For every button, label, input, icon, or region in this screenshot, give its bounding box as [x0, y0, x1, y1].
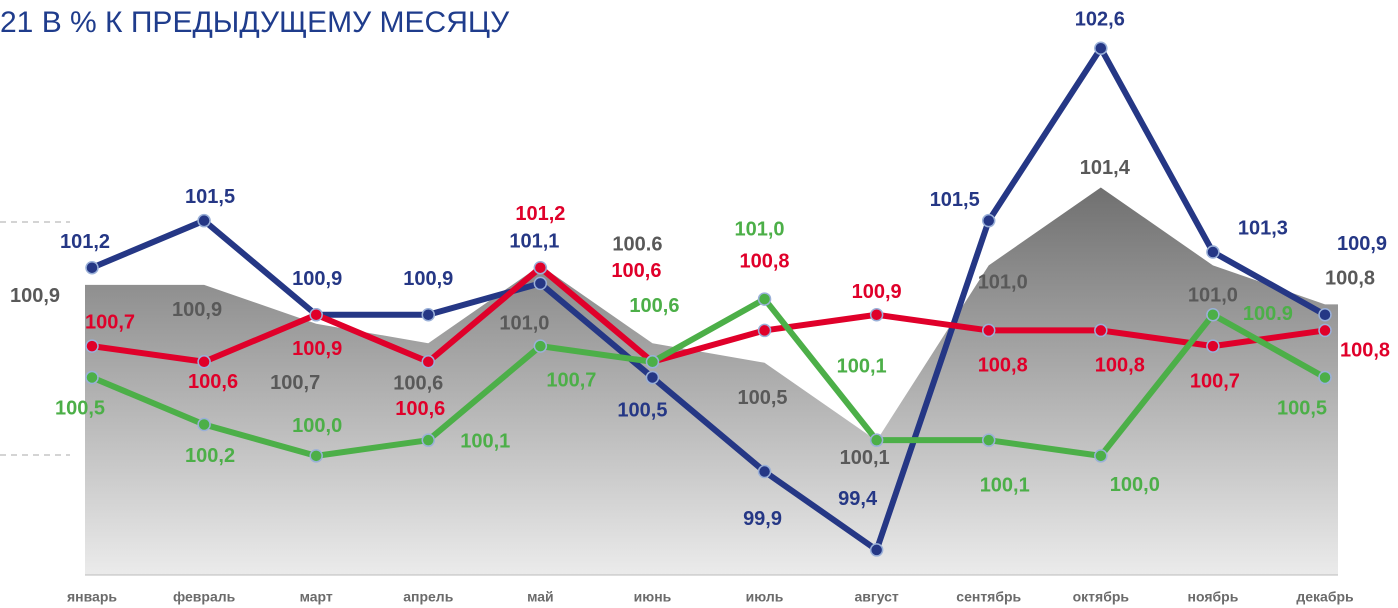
value-label: 100,9 — [852, 281, 902, 303]
value-label: 101,5 — [930, 189, 980, 211]
marker — [86, 371, 98, 383]
marker — [871, 434, 883, 446]
value-label: 100,8 — [1340, 340, 1390, 362]
marker — [198, 215, 210, 227]
marker — [983, 434, 995, 446]
marker — [1319, 309, 1331, 321]
marker — [534, 262, 546, 274]
value-label: 100,0 — [292, 415, 342, 437]
marker — [1207, 246, 1219, 258]
value-label: 101,0 — [1188, 285, 1238, 307]
x-tick-label: октябрь — [1073, 589, 1130, 605]
value-label: 100,8 — [978, 355, 1028, 377]
value-label: 101,2 — [515, 203, 565, 225]
value-label: 100,7 — [270, 372, 320, 394]
value-label: 99,4 — [838, 488, 878, 510]
value-label: 101,4 — [1080, 157, 1131, 179]
value-label: 100,9 — [292, 338, 342, 360]
value-label: 100,8 — [1095, 355, 1145, 377]
marker — [646, 356, 658, 368]
marker — [86, 340, 98, 352]
marker — [1319, 371, 1331, 383]
value-label: 100,7 — [546, 369, 596, 391]
value-label: 100,7 — [1190, 370, 1240, 392]
value-label: 101,0 — [978, 272, 1028, 294]
value-label: 100,6 — [629, 295, 679, 317]
x-tick-label: август — [854, 589, 898, 605]
x-tick-label: июль — [746, 589, 784, 605]
marker — [871, 544, 883, 556]
value-label: 100,6 — [393, 373, 443, 395]
value-label: 101,1 — [509, 231, 559, 253]
value-label: 100,6 — [188, 371, 238, 393]
value-label: 102,6 — [1075, 9, 1125, 31]
x-tick-label: ноябрь — [1188, 589, 1239, 605]
marker — [983, 324, 995, 336]
x-tick-label: февраль — [173, 589, 236, 605]
value-label: 100,8 — [1325, 268, 1375, 290]
x-tick-label: март — [300, 589, 333, 605]
marker — [871, 309, 883, 321]
value-label: 100,7 — [85, 311, 135, 333]
x-tick-label: сентябрь — [956, 589, 1021, 605]
x-tick-label: декабрь — [1296, 589, 1354, 605]
value-label: 101,3 — [1238, 217, 1288, 239]
value-label: 100,9 — [10, 285, 60, 307]
marker — [422, 309, 434, 321]
value-label: 101,5 — [185, 186, 235, 208]
marker — [422, 356, 434, 368]
marker — [198, 418, 210, 430]
marker — [759, 324, 771, 336]
marker — [759, 293, 771, 305]
x-tick-label: январь — [67, 589, 117, 605]
marker — [310, 450, 322, 462]
value-label: 100,6 — [611, 260, 661, 282]
marker — [759, 466, 771, 478]
marker — [1319, 324, 1331, 336]
marker — [1207, 309, 1219, 321]
value-label: 100,5 — [55, 398, 105, 420]
marker — [1095, 324, 1107, 336]
x-tick-label: май — [527, 589, 554, 605]
marker — [198, 356, 210, 368]
value-label: 100,5 — [738, 387, 788, 409]
marker — [983, 215, 995, 227]
value-label: 101,0 — [735, 218, 785, 240]
value-label: 100,1 — [460, 430, 510, 452]
value-label: 100,9 — [172, 299, 222, 321]
chart: 21 В % К ПРЕДЫДУЩЕМУ МЕСЯЦУ январь феврал… — [0, 0, 1398, 608]
value-label: 100.6 — [612, 234, 662, 256]
value-label: 100,6 — [395, 398, 445, 420]
marker — [422, 434, 434, 446]
marker — [646, 371, 658, 383]
marker — [310, 309, 322, 321]
value-label: 100,2 — [185, 445, 235, 467]
marker — [534, 277, 546, 289]
value-label: 100,9 — [1337, 233, 1387, 255]
marker — [1095, 450, 1107, 462]
chart-title: 21 В % К ПРЕДЫДУЩЕМУ МЕСЯЦУ — [0, 6, 510, 39]
value-label: 100,0 — [1110, 474, 1160, 496]
value-label: 101,0 — [499, 313, 549, 335]
x-tick-label: апрель — [403, 589, 453, 605]
value-label: 100,1 — [980, 474, 1030, 496]
value-label: 100,9 — [403, 268, 453, 290]
value-label: 100,9 — [292, 268, 342, 290]
value-label: 101,2 — [60, 231, 110, 253]
marker — [534, 340, 546, 352]
value-label: 100,5 — [617, 400, 667, 422]
value-label: 100,5 — [1277, 398, 1327, 420]
value-label: 100,1 — [837, 355, 887, 377]
marker — [1207, 340, 1219, 352]
marker — [86, 262, 98, 274]
value-label: 99,9 — [743, 508, 782, 530]
marker — [1095, 42, 1107, 54]
value-label: 100,8 — [740, 251, 790, 273]
x-tick-label: июнь — [634, 589, 672, 605]
value-label: 100.9 — [1243, 303, 1293, 325]
value-label: 100,1 — [840, 447, 890, 469]
